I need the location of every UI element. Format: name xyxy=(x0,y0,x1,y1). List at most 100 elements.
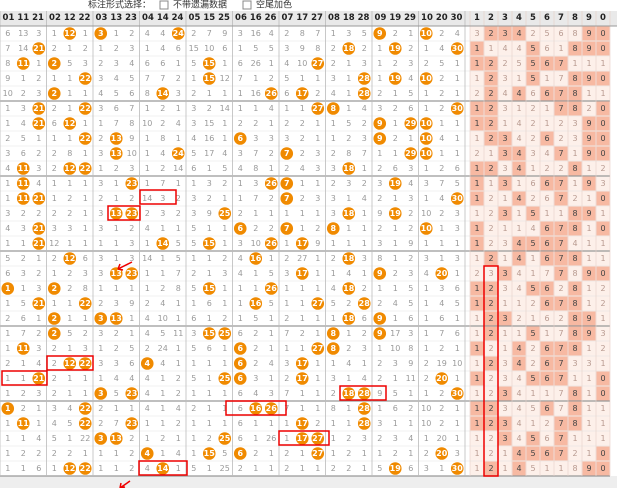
hit-ball xyxy=(63,357,77,370)
miss-count: 1 xyxy=(284,209,289,218)
miss-count: 6 xyxy=(408,314,413,323)
option-label[interactable]: 空尾加色 xyxy=(256,0,292,11)
digit-header: 9 xyxy=(586,13,592,23)
miss-count: 1 xyxy=(83,374,88,383)
miss-count: 1 xyxy=(269,209,274,218)
miss-count: 1 xyxy=(284,284,289,293)
miss-count: 1 xyxy=(284,434,289,443)
checkbox[interactable] xyxy=(242,0,252,10)
digit-shade xyxy=(526,56,540,71)
digit-miss: 1 xyxy=(544,209,549,218)
miss-count: 5 xyxy=(455,299,460,308)
digit-miss: 1 xyxy=(516,299,521,308)
option-label[interactable]: 不带遗漏数据 xyxy=(173,0,227,11)
hit-ball xyxy=(326,327,340,340)
digit-hit: 7 xyxy=(558,344,563,353)
miss-count: 3 xyxy=(424,464,429,473)
miss-count: 2 xyxy=(439,89,444,98)
miss-count: 3 xyxy=(269,134,274,143)
hit-number: 27 xyxy=(312,344,323,353)
miss-count: 4 xyxy=(300,164,305,173)
digit-shade xyxy=(512,251,526,266)
digit-shade xyxy=(554,356,568,371)
miss-count: 8 xyxy=(346,149,351,158)
digit-hit: 5 xyxy=(530,44,535,53)
digit-hit: 8 xyxy=(572,104,577,113)
miss-count: 5 xyxy=(253,314,258,323)
miss-count: 1 xyxy=(331,449,336,458)
miss-count: 1 xyxy=(253,74,258,83)
miss-count: 1 xyxy=(5,104,10,113)
miss-count: 1 xyxy=(284,344,289,353)
hit-ball xyxy=(16,162,30,175)
hit-number: 14 xyxy=(157,89,169,98)
digit-miss: 1 xyxy=(474,359,479,368)
digit-hit: 0 xyxy=(600,104,605,113)
miss-count: 6 xyxy=(393,404,398,413)
digit-hit: 4 xyxy=(516,344,521,353)
miss-count: 2 xyxy=(176,419,181,428)
digit-miss: 1 xyxy=(600,209,605,218)
miss-count: 1 xyxy=(331,434,336,443)
hit-ball xyxy=(32,42,46,55)
digit-hit: 5 xyxy=(530,74,535,83)
miss-count: 2 xyxy=(331,179,336,188)
miss-count: 1 xyxy=(114,179,119,188)
miss-count: 2 xyxy=(114,164,119,173)
miss-count: 2 xyxy=(36,269,41,278)
miss-count: 1 xyxy=(346,239,351,248)
digit-miss: 1 xyxy=(586,284,591,293)
digit-miss: 2 xyxy=(474,89,479,98)
hit-number: 26 xyxy=(266,179,278,188)
hit-ball xyxy=(202,327,216,340)
miss-count: 3 xyxy=(377,179,382,188)
miss-count: 4 xyxy=(5,164,10,173)
miss-count: 2 xyxy=(377,299,382,308)
miss-count: 1 xyxy=(83,224,88,233)
miss-count: 1 xyxy=(222,119,227,128)
hit-number: 18 xyxy=(343,164,355,173)
digit-shade xyxy=(568,386,582,401)
digit-shade xyxy=(512,146,526,161)
miss-count: 1 xyxy=(269,254,274,263)
miss-count: 4 xyxy=(145,329,150,338)
digit-miss: 3 xyxy=(502,374,507,383)
miss-count: 3 xyxy=(21,224,26,233)
digit-shade xyxy=(484,416,498,431)
digit-shade xyxy=(596,371,610,386)
miss-count: 1 xyxy=(455,434,460,443)
miss-count: 1 xyxy=(424,44,429,53)
miss-count: 2 xyxy=(5,359,10,368)
miss-count: 1 xyxy=(424,194,429,203)
digit-hit: 2 xyxy=(488,104,493,113)
miss-count: 2 xyxy=(315,89,320,98)
digit-hit: 8 xyxy=(572,404,577,413)
digit-miss: 2 xyxy=(474,269,479,278)
digit-miss: 1 xyxy=(474,389,479,398)
digit-hit: 7 xyxy=(558,269,563,278)
miss-count: 5 xyxy=(191,464,196,473)
digit-miss: 2 xyxy=(530,134,535,143)
miss-count: 5 xyxy=(191,374,196,383)
digit-shade xyxy=(470,221,484,236)
miss-count: 1 xyxy=(300,314,305,323)
miss-count: 1 xyxy=(207,374,212,383)
digit-shade xyxy=(582,41,596,56)
digit-hit: 2 xyxy=(488,299,493,308)
hit-ball xyxy=(388,42,402,55)
digit-miss: 2 xyxy=(530,344,535,353)
miss-count: 6 xyxy=(145,59,150,68)
digit-miss: 2 xyxy=(516,314,521,323)
checkbox[interactable] xyxy=(159,0,169,10)
miss-count: 2 xyxy=(362,119,367,128)
digit-shade xyxy=(498,146,512,161)
miss-count: 1 xyxy=(176,344,181,353)
hit-number: 23 xyxy=(126,389,137,398)
miss-count: 2 xyxy=(176,389,181,398)
miss-count: 2 xyxy=(284,29,289,38)
miss-count: 14 xyxy=(142,254,152,263)
digit-hit: 7 xyxy=(558,434,563,443)
digit-shade xyxy=(540,56,554,71)
miss-count: 1 xyxy=(176,59,181,68)
miss-count: 1 xyxy=(98,344,103,353)
